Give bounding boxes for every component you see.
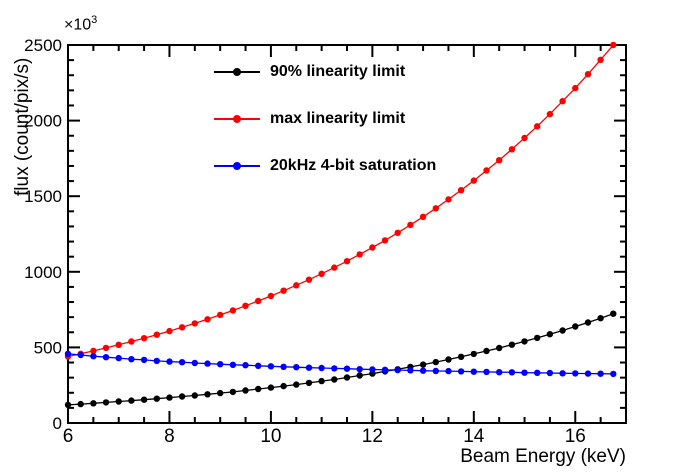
y-axis-title: flux (count/pix/s) bbox=[12, 58, 33, 196]
svg-text:12: 12 bbox=[362, 426, 383, 447]
legend-marker-icon bbox=[233, 162, 241, 170]
legend-sample-90pct bbox=[214, 67, 260, 77]
svg-text:0: 0 bbox=[53, 414, 62, 433]
legend-label: 90% linearity limit bbox=[270, 63, 406, 80]
y-axis-exponent: ×103 bbox=[64, 14, 97, 34]
legend-label: max linearity limit bbox=[270, 110, 406, 127]
svg-text:500: 500 bbox=[34, 338, 62, 357]
svg-text:14: 14 bbox=[463, 426, 485, 447]
legend-marker-icon bbox=[233, 68, 241, 76]
svg-text:2500: 2500 bbox=[24, 36, 62, 55]
svg-text:2000: 2000 bbox=[24, 112, 62, 131]
legend-item-20khz-saturation: 20kHz 4-bit saturation bbox=[214, 154, 436, 178]
legend-sample-max bbox=[214, 114, 260, 124]
legend-label: 20kHz 4-bit saturation bbox=[270, 157, 437, 174]
x-axis-title: Beam Energy (keV) bbox=[460, 446, 626, 467]
svg-text:8: 8 bbox=[164, 426, 175, 447]
y-axis-exponent-power: 3 bbox=[91, 14, 98, 26]
svg-text:1000: 1000 bbox=[24, 263, 62, 282]
svg-text:6: 6 bbox=[63, 426, 74, 447]
legend-sample-20khz bbox=[214, 161, 260, 171]
svg-text:16: 16 bbox=[565, 426, 586, 447]
legend-item-90pct-linearity: 90% linearity limit bbox=[214, 60, 436, 84]
legend: 90% linearity limit max linearity limit … bbox=[214, 60, 436, 201]
legend-marker-icon bbox=[233, 115, 241, 123]
y-axis-exponent-base: ×10 bbox=[64, 16, 92, 34]
plot-frame bbox=[67, 44, 627, 424]
svg-text:10: 10 bbox=[260, 426, 281, 447]
svg-text:1500: 1500 bbox=[24, 187, 62, 206]
series-markers bbox=[64, 41, 617, 409]
legend-item-max-linearity: max linearity limit bbox=[214, 107, 436, 131]
x-axis-tick-labels: 6 8 10 12 14 16 bbox=[63, 426, 586, 447]
y-axis-tick-labels: 0 500 1000 1500 2000 2500 bbox=[24, 36, 62, 433]
